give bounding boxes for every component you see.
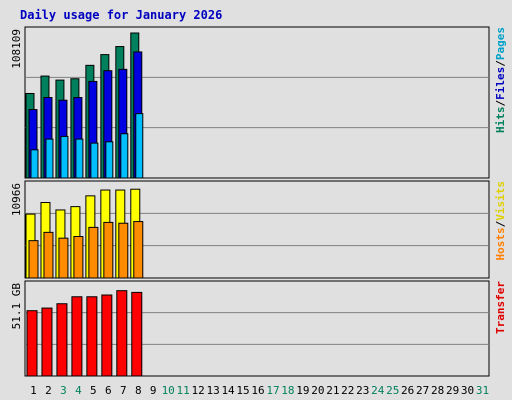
x-tick-label: 4	[75, 384, 82, 397]
bar-pages-7	[120, 133, 129, 179]
x-tick-label: 19	[296, 384, 309, 397]
bar-pages-4	[75, 138, 84, 179]
x-tick-label: 21	[326, 384, 339, 397]
x-tick-label: 6	[105, 384, 112, 397]
x-tick-label: 9	[150, 384, 157, 397]
bar-hosts-1	[28, 240, 39, 279]
x-tick-label: 15	[236, 384, 249, 397]
x-tick-label: 26	[401, 384, 414, 397]
x-tick-label: 10	[162, 384, 175, 397]
bar-pages-3	[60, 135, 69, 179]
bar-pages-1	[30, 149, 39, 179]
panel-legend-label: Transfer	[494, 281, 507, 334]
x-tick-label: 28	[431, 384, 444, 397]
series-pages	[30, 113, 144, 179]
x-tick-label: 12	[192, 384, 205, 397]
bar-hosts-7	[118, 222, 129, 279]
legend-part: Files	[494, 67, 507, 100]
bar-hosts-2	[43, 231, 54, 279]
x-tick-label: 2	[45, 384, 52, 397]
x-tick-label: 5	[90, 384, 97, 397]
bar-hosts-8	[133, 221, 144, 279]
bar-transfer-8	[131, 291, 143, 377]
x-tick-label: 13	[206, 384, 219, 397]
x-tick-label: 14	[221, 384, 235, 397]
bar-pages-5	[90, 142, 99, 179]
x-tick-label: 27	[416, 384, 429, 397]
y-max-label: 51.1 GB	[10, 283, 23, 330]
series-hosts	[28, 221, 144, 279]
bar-transfer-3	[56, 303, 68, 377]
legend-part: /	[494, 100, 507, 107]
panel-transfer: 51.1 GB Transfer	[10, 280, 507, 377]
x-tick-label: 1	[30, 384, 37, 397]
x-tick-label: 31	[476, 384, 489, 397]
bar-transfer-4	[71, 296, 83, 377]
y-max-label: 108109	[10, 29, 23, 69]
legend-part: Transfer	[494, 281, 507, 334]
bar-transfer-2	[41, 307, 53, 377]
bar-pages-8	[135, 113, 144, 179]
bar-hosts-5	[88, 226, 99, 279]
panel-legend-label: Hits/Files/Pages	[494, 27, 507, 133]
x-tick-label: 30	[461, 384, 474, 397]
legend-part: /	[494, 220, 507, 227]
x-tick-label: 25	[386, 384, 399, 397]
x-tick-label: 18	[281, 384, 294, 397]
series-transfer	[26, 290, 143, 377]
bar-transfer-6	[101, 294, 113, 377]
panel-visits-hosts: 10966 Hosts/Visits	[10, 180, 507, 279]
bar-hosts-3	[58, 237, 69, 279]
legend-part: Visits	[494, 181, 507, 221]
x-tick-label: 17	[266, 384, 279, 397]
chart-panels: 108109Hits/Files/Pages10966Hosts/Visits5…	[10, 26, 507, 377]
bar-transfer-1	[26, 310, 38, 377]
bar-transfer-5	[86, 296, 98, 377]
x-tick-label: 22	[341, 384, 354, 397]
bar-pages-6	[105, 141, 114, 179]
legend-part: Pages	[494, 27, 507, 60]
x-tick-label: 7	[120, 384, 127, 397]
chart-title: Daily usage for January 2026	[20, 8, 222, 22]
x-axis-labels: 1 2 3 4 5 6 7 8 9 10 11 12 13 14 15 16 17 18 19 20 21 22 23 24 2…	[30, 384, 489, 397]
bar-hosts-4	[73, 236, 84, 279]
bar-hosts-6	[103, 221, 114, 279]
bar-pages-2	[45, 138, 54, 179]
x-tick-label: 3	[60, 384, 67, 397]
x-tick-label: 24	[371, 384, 385, 397]
y-max-label: 10966	[10, 183, 23, 216]
x-tick-label: 8	[135, 384, 142, 397]
x-tick-label: 16	[251, 384, 264, 397]
x-tick-label: 20	[311, 384, 324, 397]
bar-transfer-7	[116, 290, 128, 377]
panel-legend-label: Hosts/Visits	[494, 181, 507, 261]
x-tick-label: 11	[177, 384, 190, 397]
x-tick-label: 23	[356, 384, 369, 397]
legend-part: /	[494, 60, 507, 67]
legend-part: Hits	[494, 107, 507, 134]
x-tick-label: 29	[446, 384, 459, 397]
legend-part: Hosts	[494, 227, 507, 260]
